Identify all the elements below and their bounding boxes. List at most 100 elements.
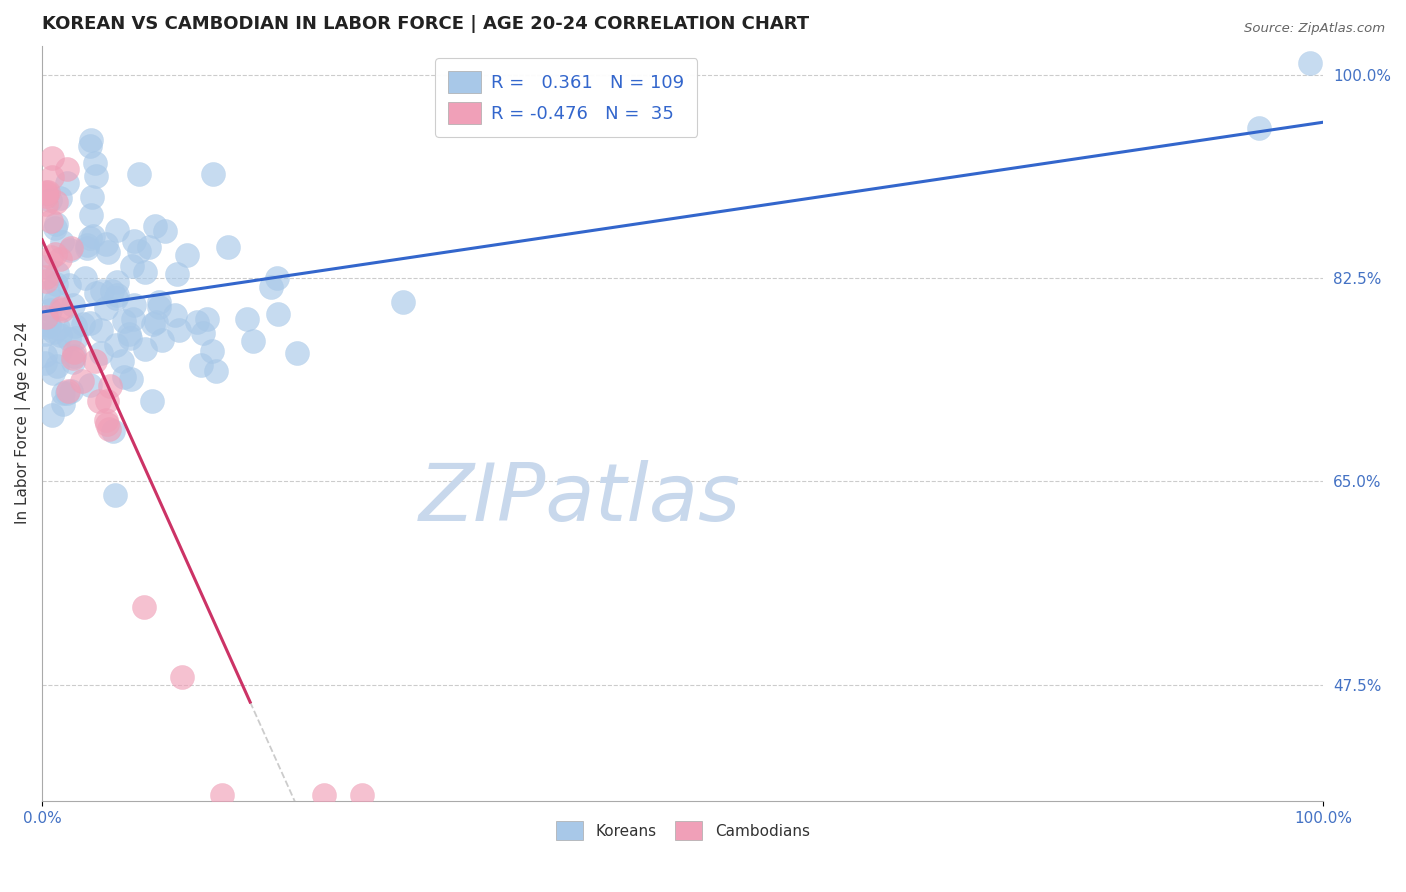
Point [79,378,101,392]
Point [167,323,190,337]
Point [63,349,86,363]
Point [37,185,59,199]
Point [49,343,72,358]
Point [260,280,283,294]
Point [195,312,218,326]
Point [59,384,82,399]
Point [62,298,84,312]
Point [103,488,125,502]
Point [80,190,103,204]
Point [201,167,224,181]
Point [114,370,136,384]
Point [176,248,198,262]
Point [55,386,77,401]
Point [56,161,79,176]
Point [62,351,84,365]
Point [266,271,288,285]
Point [51,235,73,249]
Point [1299,56,1322,70]
Point [46,320,69,334]
Text: ZIPatlas: ZIPatlas [419,459,741,538]
Point [58,384,80,398]
Point [76,241,98,255]
Point [122,234,145,248]
Point [91,285,114,299]
Legend: Koreans, Cambodians: Koreans, Cambodians [550,815,815,847]
Point [58,278,80,293]
Point [65,331,87,345]
Point [121,259,143,273]
Point [352,788,374,802]
Point [391,295,413,310]
Point [105,288,128,302]
Point [48,191,70,205]
Point [242,334,264,348]
Text: Source: ZipAtlas.com: Source: ZipAtlas.com [1244,22,1385,36]
Point [201,343,224,358]
Point [70,374,93,388]
Point [45,195,67,210]
Point [141,394,163,409]
Point [35,319,58,334]
Point [35,269,58,284]
Y-axis label: In Labor Force | Age 20-24: In Labor Force | Age 20-24 [15,322,31,524]
Point [1249,121,1271,136]
Point [128,244,150,258]
Point [41,170,63,185]
Point [166,267,188,281]
Point [105,338,128,352]
Point [90,322,112,336]
Point [41,152,63,166]
Point [217,240,239,254]
Point [285,346,308,360]
Point [58,332,80,346]
Point [51,303,73,318]
Point [52,385,75,400]
Point [39,193,62,207]
Point [96,417,118,432]
Point [35,197,58,211]
Point [120,372,142,386]
Point [84,285,107,300]
Point [59,241,82,255]
Point [51,301,73,315]
Point [41,409,63,423]
Point [35,310,58,324]
Point [42,325,65,339]
Point [155,224,177,238]
Point [112,314,135,328]
Point [134,265,156,279]
Point [191,326,214,340]
Point [150,333,173,347]
Point [34,326,56,341]
Point [42,366,65,380]
Point [83,155,105,169]
Point [46,266,69,280]
Point [104,291,127,305]
Point [37,285,59,300]
Point [105,223,128,237]
Point [101,424,124,438]
Point [45,277,67,292]
Point [63,345,86,359]
Point [72,317,94,331]
Point [79,231,101,245]
Point [98,422,121,436]
Point [172,670,194,684]
Point [90,345,112,359]
Point [39,214,62,228]
Point [236,312,259,326]
Point [111,354,134,368]
Point [98,379,121,393]
Point [132,599,155,614]
Point [145,219,167,233]
Point [118,326,141,341]
Point [105,276,128,290]
Point [128,167,150,181]
Point [62,355,84,369]
Point [56,176,79,190]
Point [120,331,142,345]
Point [35,189,58,203]
Point [124,298,146,312]
Point [45,359,67,373]
